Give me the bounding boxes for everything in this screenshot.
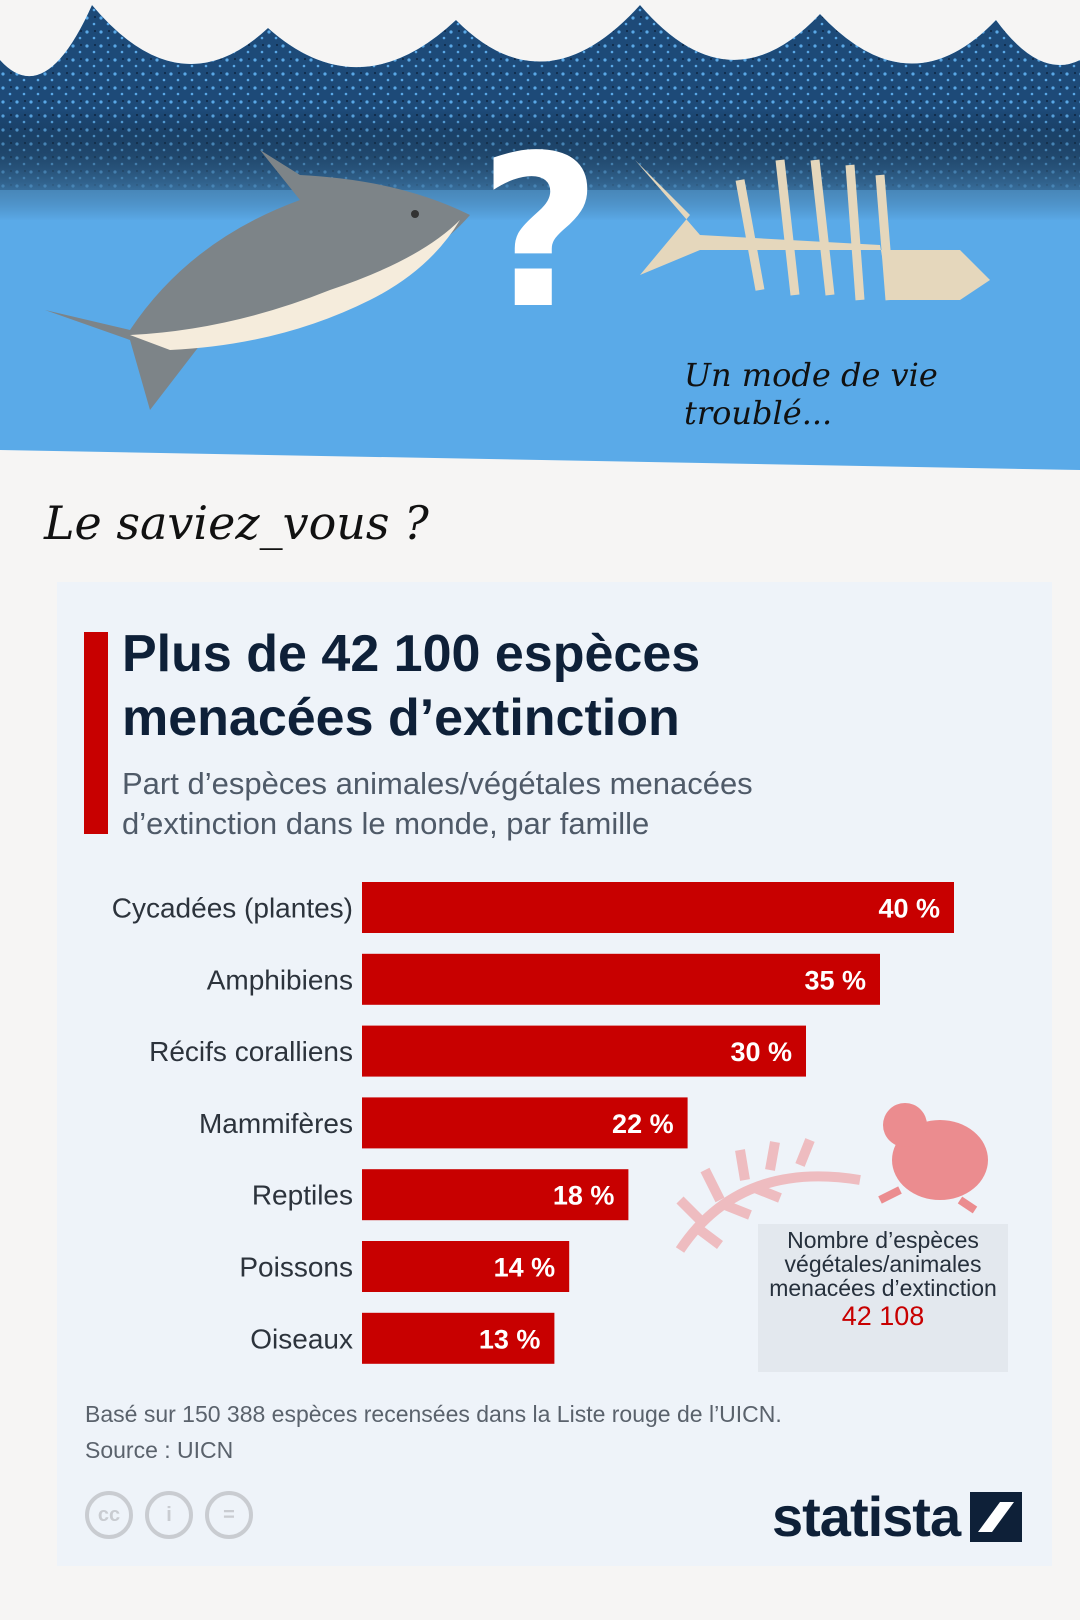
fish-skeleton-icon <box>635 159 990 301</box>
value-label: 14 % <box>494 1253 556 1283</box>
value-label: 30 % <box>730 1037 792 1067</box>
statista-logo-mark <box>970 1492 1022 1542</box>
value-label: 22 % <box>612 1109 674 1139</box>
frog-icon <box>878 1103 988 1214</box>
question-mark: ? <box>479 110 601 355</box>
category-label: Cycadées (plantes) <box>112 893 353 924</box>
callout-label: Nombre d’espèces végétales/animales mena… <box>769 1227 997 1301</box>
bar <box>362 1241 570 1292</box>
bar <box>362 882 954 933</box>
ocean-illustration: ? <box>0 0 1080 470</box>
title-accent-bar <box>84 632 108 834</box>
shark-icon <box>45 150 470 410</box>
footer-notes: Basé sur 150 388 espèces recensées dans … <box>85 1396 782 1468</box>
category-label: Amphibiens <box>207 964 353 995</box>
bar <box>362 1312 555 1364</box>
intro-heading: Le saviez_vous ? <box>44 496 429 550</box>
value-label: 40 % <box>878 894 940 924</box>
value-label: 13 % <box>479 1324 541 1354</box>
value-label: 18 % <box>553 1181 615 1211</box>
tagline: Un mode de vie troublé... <box>684 356 938 432</box>
value-label: 35 % <box>804 965 866 995</box>
fern-icon <box>675 1138 861 1253</box>
category-label: Mammifères <box>199 1108 353 1139</box>
by-icon[interactable]: i <box>145 1491 193 1539</box>
bar <box>362 953 880 1005</box>
source: Source : UICN <box>85 1437 234 1463</box>
total-callout: Nombre d’espèces végétales/animales mena… <box>758 1224 1008 1372</box>
statista-logo[interactable]: statista <box>772 1485 961 1548</box>
category-label: Oiseaux <box>250 1323 353 1354</box>
nd-icon[interactable]: = <box>205 1491 253 1539</box>
cc-icon[interactable]: cc <box>85 1491 133 1539</box>
bar <box>362 1169 629 1221</box>
category-label: Récifs coralliens <box>149 1036 353 1067</box>
chart-title: Plus de 42 100 espèces menacées d’extinc… <box>122 625 701 747</box>
bar <box>362 1025 806 1077</box>
bar <box>362 1097 688 1149</box>
category-label: Poissons <box>239 1252 353 1283</box>
chart-subtitle: Part d’espèces animales/végétales menacé… <box>122 766 753 841</box>
callout-value: 42 108 <box>841 1301 925 1331</box>
footnote: Basé sur 150 388 espèces recensées dans … <box>85 1401 782 1427</box>
category-label: Reptiles <box>252 1180 353 1211</box>
